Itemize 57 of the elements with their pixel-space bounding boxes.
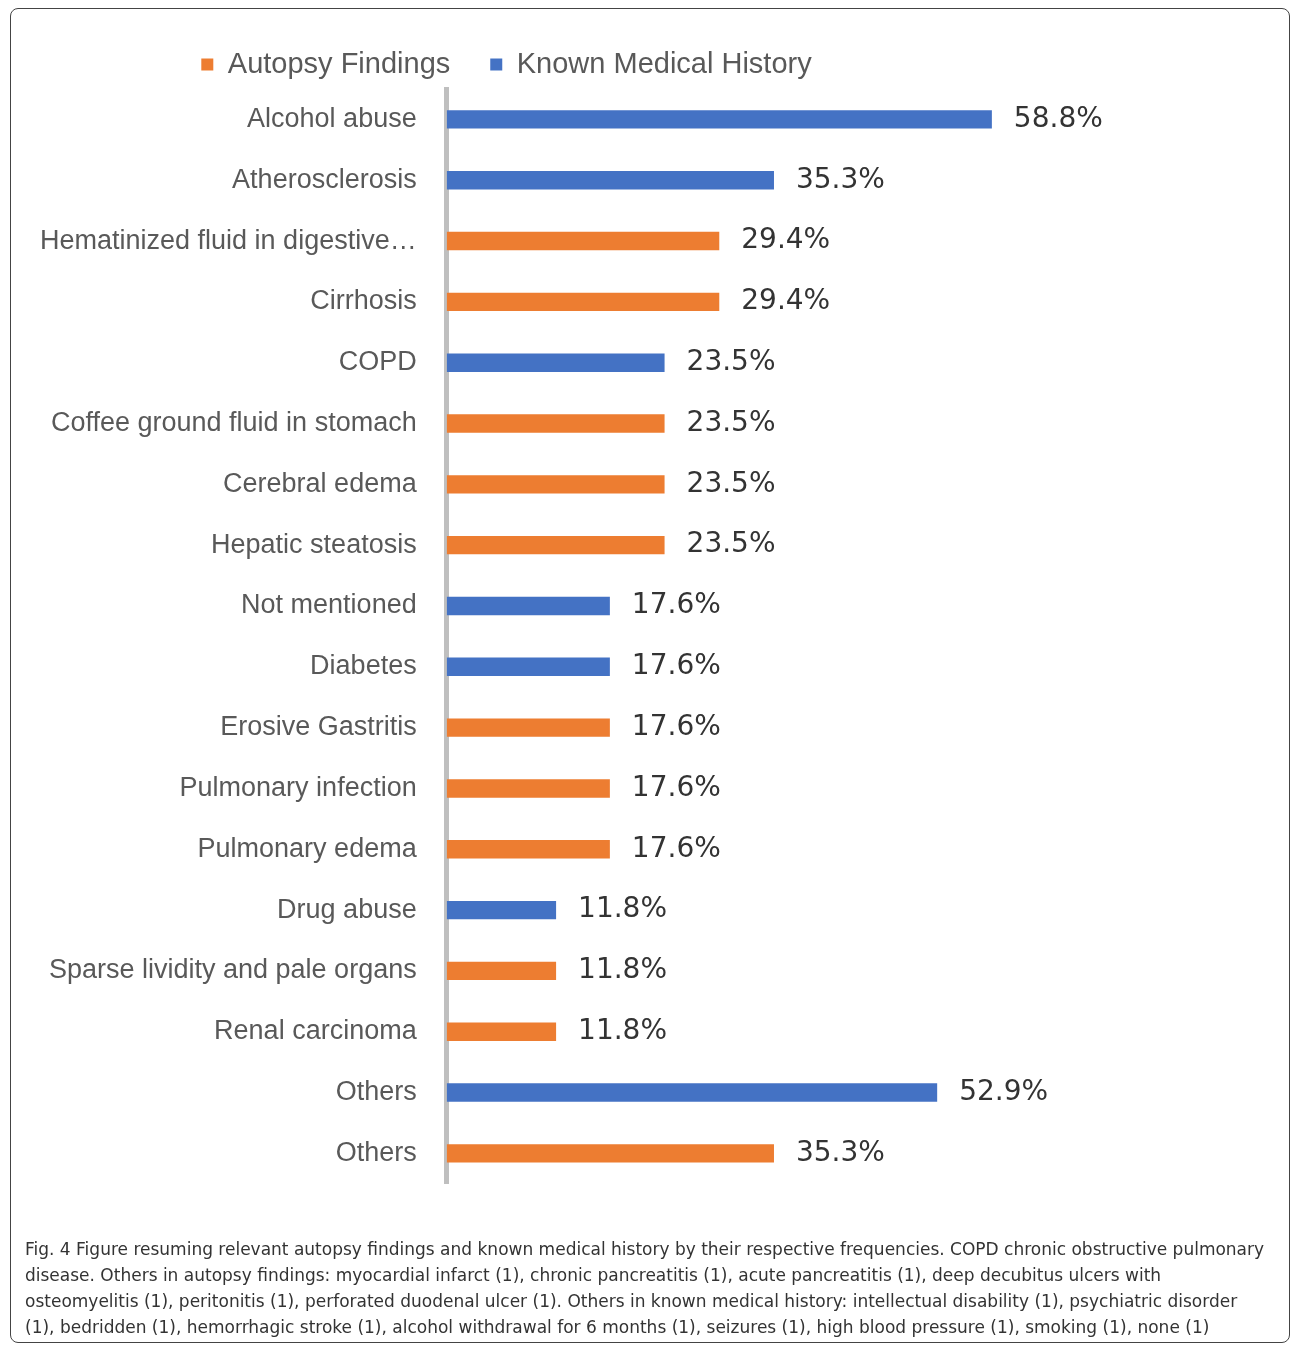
bar: [446, 961, 557, 981]
bar: [446, 657, 610, 677]
y-tick-label: Cirrhosis: [310, 285, 417, 316]
bar: [446, 779, 610, 798]
y-tick-label: Others: [335, 1076, 417, 1107]
data-label: 23.5%: [686, 465, 776, 499]
data-label: 11.8%: [578, 1013, 668, 1047]
bar: [446, 718, 610, 737]
y-tick-label: COPD: [338, 346, 417, 377]
data-label: 17.6%: [631, 708, 721, 742]
bar: [446, 1083, 938, 1102]
data-label: 29.4%: [741, 283, 831, 317]
data-label: 23.5%: [686, 404, 776, 438]
data-label: 11.8%: [578, 891, 668, 925]
bar: [446, 596, 610, 616]
y-tick-label: Hepatic steatosis: [211, 528, 417, 559]
bar: [446, 1144, 774, 1163]
y-tick-label: Drug abuse: [277, 893, 417, 924]
y-tick-label: Renal carcinoma: [214, 1015, 418, 1046]
data-label: 17.6%: [631, 769, 721, 803]
y-tick-label: Others: [335, 1136, 417, 1167]
y-tick-label: Pulmonary edema: [197, 832, 418, 863]
y-tick-label: Coffee ground fluid in stomach: [50, 406, 417, 437]
data-label: 23.5%: [686, 526, 776, 560]
data-label: 17.6%: [631, 830, 721, 864]
y-tick-label: Diabetes: [310, 650, 417, 681]
y-tick-label: Not mentioned: [241, 589, 417, 620]
bar: [446, 292, 720, 312]
data-label: 35.3%: [795, 1134, 885, 1168]
bar: [446, 231, 720, 251]
data-label: 23.5%: [686, 343, 776, 377]
y-tick-label: Sparse lividity and pale organs: [48, 954, 417, 985]
data-label: 35.3%: [795, 161, 885, 195]
y-tick-label: Pulmonary infection: [179, 771, 417, 802]
data-label: 58.8%: [1013, 100, 1103, 134]
y-tick-label: Hematinized fluid in digestive…: [39, 224, 417, 255]
y-tick-label: Alcohol abuse: [247, 102, 417, 133]
bar: [446, 840, 610, 859]
bar: [446, 1022, 557, 1041]
bar: [446, 414, 665, 433]
legend-label: Known Medical History: [516, 46, 813, 79]
y-tick-label: Erosive Gastritis: [220, 711, 417, 742]
bar: [446, 110, 992, 129]
data-label: 17.6%: [631, 648, 721, 682]
data-label: 52.9%: [959, 1073, 1049, 1107]
data-label: 29.4%: [741, 222, 831, 256]
bar: [446, 900, 557, 920]
bar: [446, 353, 665, 372]
bar: [446, 535, 665, 555]
bar: [446, 171, 774, 190]
y-tick-label: Atherosclerosis: [232, 163, 417, 194]
data-label: 17.6%: [631, 587, 721, 621]
legend-label: Autopsy Findings: [227, 46, 451, 79]
data-label: 11.8%: [578, 952, 668, 986]
caption: Fig. 4 Figure resuming relevant autopsy findings and known medical history by their respective frequencies. COPD chronic obstructive pulmonary disease. Others in autopsy findings: myocardial infarct (1), chronic pancreatitis (1), acute pancreatitis (1), deep decubitus ulcers with osteomyelitis (1), peritonitis (1), perforated duodenal ulcer (1). Others in known medical history: intellectual disability (1), psychiatric disorder (1), bedridden (1), hemorrhagic stroke (1), alcohol withdrawal for 6 months (1), seizures (1), high blood pressure (1), smoking (1), none (1): [25, 1238, 1265, 1339]
y-tick-label: Cerebral edema: [223, 467, 418, 498]
bar: [446, 475, 665, 494]
